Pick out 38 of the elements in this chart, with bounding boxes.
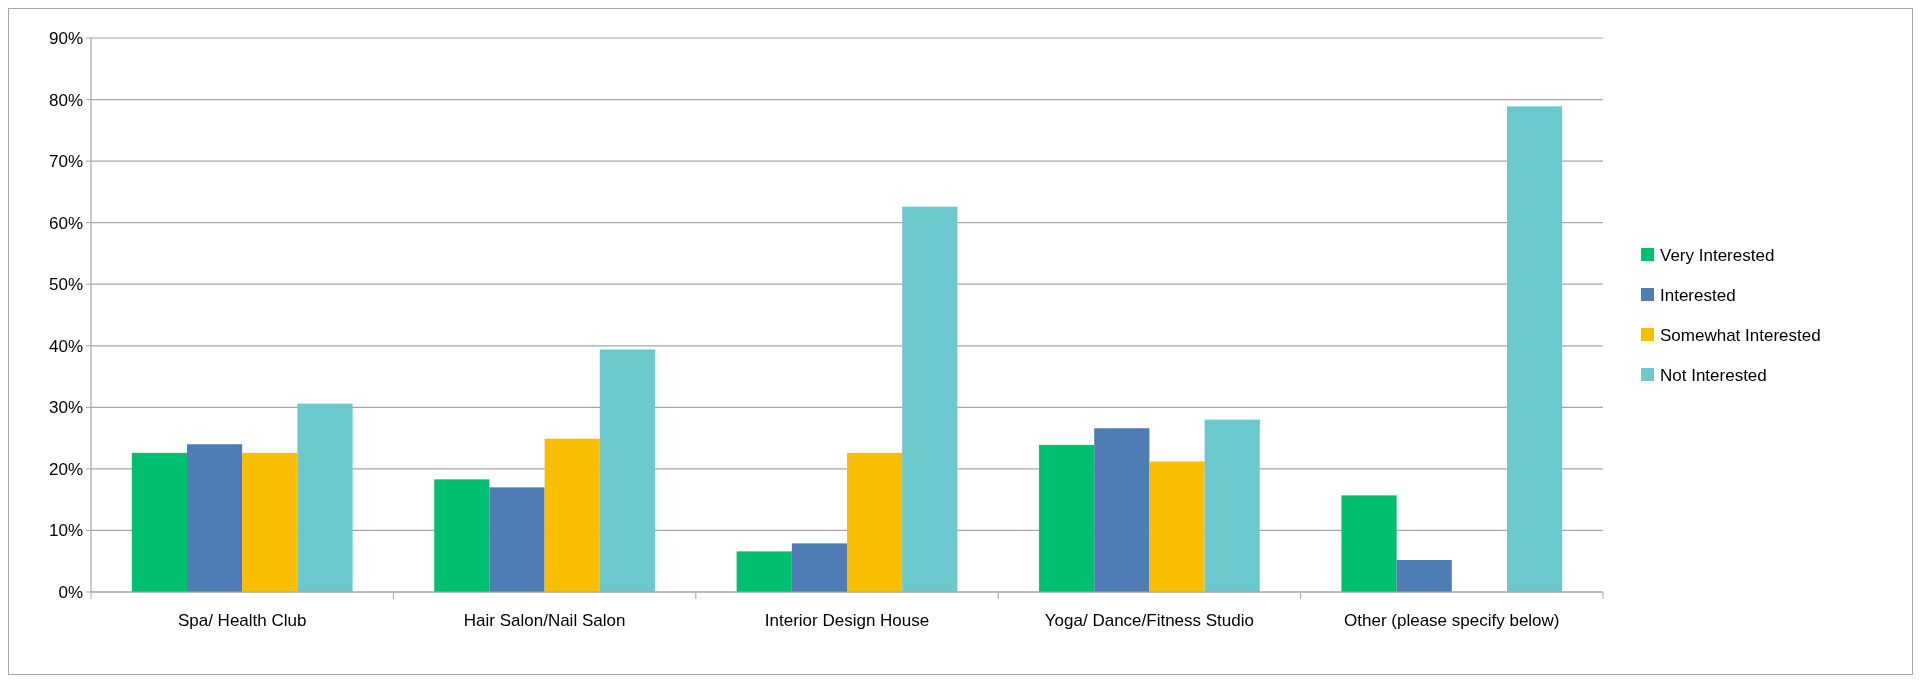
y-tick-label: 40%	[48, 336, 83, 356]
legend-label: Not Interested	[1660, 365, 1767, 385]
bar	[1506, 106, 1563, 592]
bar	[489, 487, 545, 592]
y-tick-label: 30%	[48, 398, 83, 418]
y-tick-label: 10%	[48, 521, 83, 541]
x-tick-label: Spa/ Health Club	[177, 611, 307, 630]
y-tick-label: 90%	[48, 28, 83, 48]
y-tick-label: 20%	[48, 459, 83, 479]
bar	[902, 206, 958, 592]
legend-label: Somewhat Interested	[1660, 325, 1821, 345]
bar	[1204, 419, 1260, 592]
bar	[131, 452, 188, 592]
bar	[1149, 461, 1205, 592]
bar	[434, 479, 490, 592]
bar	[1039, 444, 1095, 592]
x-tick-label: Hair Salon/Nail Salon	[463, 611, 626, 630]
x-tick-label: Interior Design House	[764, 611, 930, 630]
bar	[544, 438, 600, 592]
bar	[187, 444, 243, 592]
bar	[1094, 428, 1150, 592]
x-tick-label: Yoga/ Dance/Fitness Studio	[1044, 611, 1254, 630]
bar	[242, 452, 298, 592]
bar	[297, 403, 353, 592]
x-tick-label: Other (please specify below)	[1344, 611, 1560, 630]
bar	[736, 551, 792, 592]
y-tick-label: 50%	[48, 275, 83, 295]
legend-label: Interested	[1660, 285, 1736, 305]
bar	[791, 543, 847, 592]
y-tick-label: 80%	[48, 90, 83, 110]
bar	[1396, 559, 1452, 592]
legend-label: Very Interested	[1660, 245, 1775, 265]
bar	[599, 349, 655, 592]
y-tick-label: 60%	[48, 213, 83, 233]
bar	[1341, 495, 1397, 592]
y-tick-label: 0%	[58, 582, 83, 602]
bar	[847, 452, 903, 592]
y-tick-label: 70%	[48, 152, 83, 172]
